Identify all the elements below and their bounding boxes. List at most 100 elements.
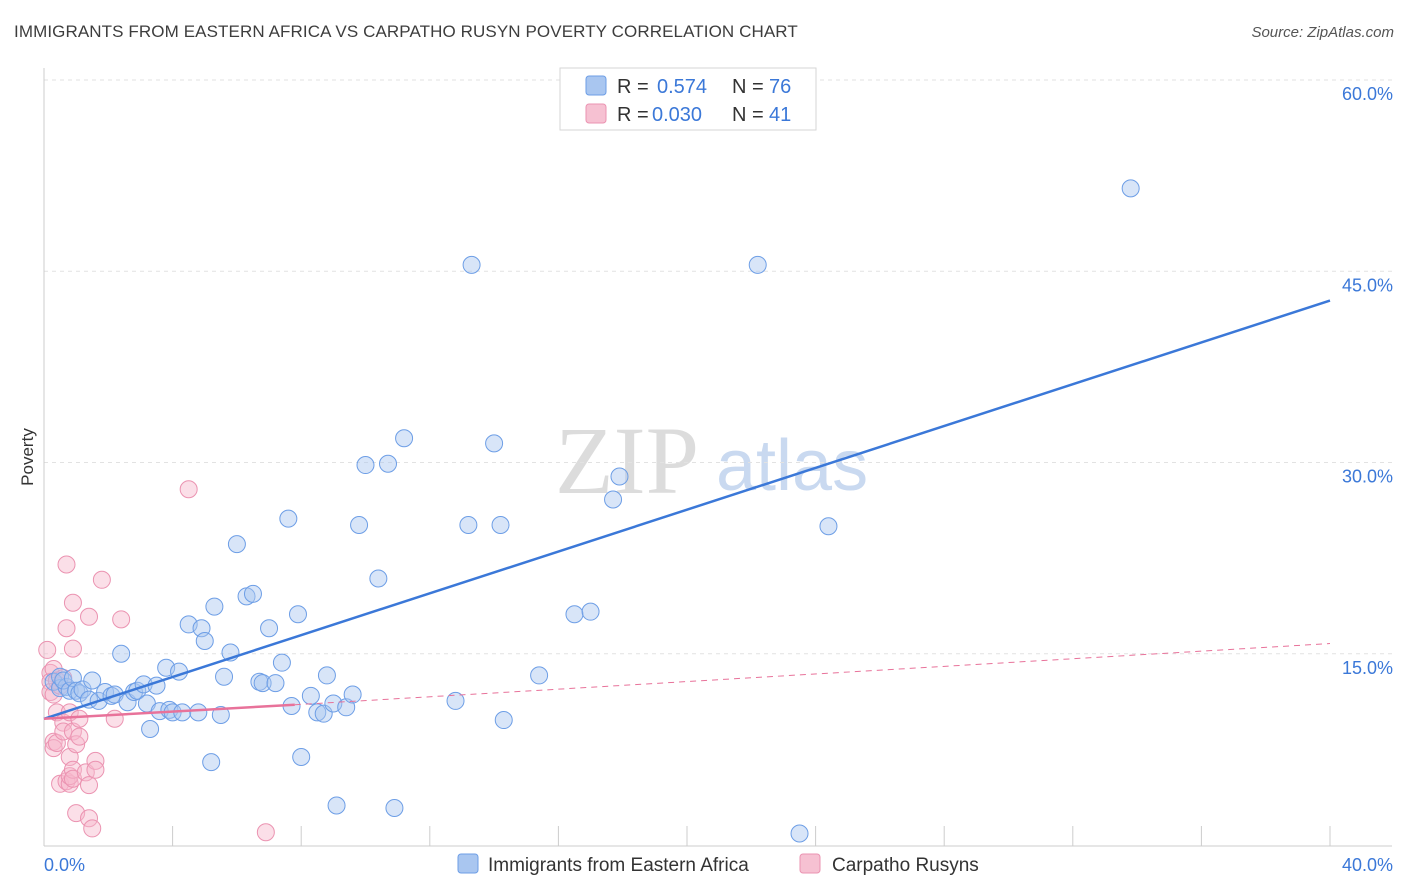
- point-eastern-africa-49: [288, 605, 307, 624]
- point-carpatho-rusyns-0: [38, 640, 57, 659]
- trend-lines: [43, 299, 1331, 721]
- point-eastern-africa-63: [385, 799, 404, 818]
- point-eastern-africa-60: [356, 456, 375, 475]
- y-axis-title: Poverty: [18, 428, 37, 486]
- point-carpatho-rusyns-43: [256, 823, 275, 842]
- bottom-legend-swatch-blue: [457, 853, 479, 874]
- point-eastern-africa-54: [317, 666, 336, 685]
- legend-top: R = 0.574 N = 76 R = 0.030 N = 41: [559, 67, 817, 131]
- point-eastern-africa-70: [494, 711, 513, 730]
- y-tick-label-0: 15.0%: [1342, 658, 1393, 678]
- point-eastern-africa-65: [446, 691, 465, 710]
- point-carpatho-rusyns-33: [80, 607, 99, 626]
- tick-labels: 15.0% 30.0% 45.0% 60.0% 0.0% 40.0%: [44, 84, 1393, 875]
- point-eastern-africa-71: [530, 666, 549, 685]
- point-eastern-africa-45: [266, 674, 285, 693]
- bottom-legend-label-blue: Immigrants from Eastern Africa: [488, 855, 749, 876]
- point-eastern-africa-66: [459, 515, 478, 534]
- legend-swatch-blue: [585, 75, 607, 96]
- axes: [43, 68, 1392, 847]
- point-carpatho-rusyns-38: [86, 760, 105, 779]
- point-eastern-africa-43: [253, 674, 272, 693]
- point-carpatho-rusyns-39: [92, 570, 111, 589]
- point-eastern-africa-44: [260, 619, 279, 638]
- point-carpatho-rusyns-10: [47, 734, 66, 752]
- point-eastern-africa-16: [112, 644, 131, 663]
- series-carpatho-rusyns: [38, 480, 275, 842]
- y-tick-label-3: 60.0%: [1342, 84, 1393, 104]
- point-eastern-africa-11: [83, 671, 102, 690]
- legend-r-label-blue: R =: [617, 76, 649, 98]
- legend-r-value-blue: 0.574: [657, 76, 707, 98]
- point-carpatho-rusyns-19: [60, 774, 79, 793]
- x-tick-label-0: 0.0%: [44, 855, 85, 875]
- point-carpatho-rusyns-40: [105, 709, 124, 728]
- point-eastern-africa-37: [215, 667, 234, 686]
- point-eastern-africa-68: [485, 434, 504, 453]
- point-carpatho-rusyns-30: [70, 727, 89, 746]
- point-eastern-africa-31: [189, 703, 208, 722]
- point-carpatho-rusyns-27: [63, 593, 82, 612]
- point-carpatho-rusyns-36: [83, 819, 102, 838]
- point-eastern-africa-58: [343, 685, 362, 704]
- chart-title: IMMIGRANTS FROM EASTERN AFRICA VS CARPAT…: [14, 22, 798, 41]
- point-eastern-africa-64: [395, 429, 414, 448]
- legend-n-value-pink: 41: [769, 104, 791, 126]
- point-eastern-africa-33: [195, 632, 214, 650]
- legend-r-label-pink: R =: [617, 104, 649, 126]
- point-eastern-africa-67: [462, 255, 481, 274]
- y-tick-label-1: 30.0%: [1342, 467, 1393, 487]
- point-carpatho-rusyns-6: [44, 739, 63, 758]
- point-carpatho-rusyns-34: [80, 776, 99, 795]
- point-eastern-africa-56: [327, 796, 346, 815]
- point-eastern-africa-36: [211, 705, 230, 724]
- point-eastern-africa-41: [243, 584, 262, 603]
- legend-r-value-pink: 0.030: [652, 104, 702, 126]
- source-label: Source: ZipAtlas.com: [1251, 24, 1394, 41]
- trend-line-carpatho-rusyns-extension: [294, 643, 1331, 706]
- trend-line-eastern-africa: [43, 299, 1331, 720]
- point-eastern-africa-76: [748, 255, 767, 274]
- point-eastern-africa-73: [581, 602, 600, 621]
- point-carpatho-rusyns-41: [112, 610, 131, 629]
- legend-n-label-pink: N =: [732, 104, 764, 126]
- point-eastern-africa-75: [610, 467, 629, 486]
- point-eastern-africa-61: [369, 569, 388, 588]
- point-eastern-africa-46: [272, 653, 291, 672]
- point-eastern-africa-78: [819, 517, 838, 536]
- y-tick-label-2: 45.0%: [1342, 275, 1393, 295]
- point-eastern-africa-34: [202, 753, 221, 772]
- point-eastern-africa-47: [279, 509, 298, 528]
- legend-swatch-pink: [585, 103, 607, 124]
- point-carpatho-rusyns-18: [57, 555, 76, 574]
- point-carpatho-rusyns-35: [80, 809, 99, 828]
- watermark-zip: ZIP: [555, 407, 699, 514]
- point-eastern-africa-17: [118, 693, 137, 712]
- point-carpatho-rusyns-31: [70, 709, 89, 728]
- legend-bottom: Immigrants from Eastern Africa Carpatho …: [457, 853, 979, 876]
- point-eastern-africa-74: [604, 490, 623, 509]
- point-eastern-africa-79: [1121, 179, 1140, 198]
- point-eastern-africa-7: [67, 681, 86, 700]
- legend-n-value-blue: 76: [769, 76, 791, 98]
- point-eastern-africa-62: [379, 454, 398, 473]
- x-tick-label-1: 40.0%: [1342, 855, 1393, 875]
- point-carpatho-rusyns-42: [179, 480, 198, 499]
- point-eastern-africa-72: [565, 605, 584, 624]
- point-eastern-africa-35: [205, 597, 224, 616]
- point-eastern-africa-77: [790, 824, 809, 843]
- gridlines: [44, 79, 1392, 655]
- point-carpatho-rusyns-16: [57, 619, 76, 638]
- point-eastern-africa-22: [141, 719, 160, 738]
- trend-line-carpatho-rusyns: [43, 703, 295, 721]
- legend-n-label-blue: N =: [732, 76, 764, 98]
- point-eastern-africa-69: [491, 515, 510, 534]
- point-carpatho-rusyns-3: [41, 683, 60, 701]
- bottom-legend-label-pink: Carpatho Rusyns: [832, 855, 979, 876]
- bottom-legend-swatch-pink: [799, 853, 821, 874]
- point-carpatho-rusyns-24: [63, 639, 82, 658]
- point-eastern-africa-50: [292, 748, 311, 767]
- point-eastern-africa-59: [350, 515, 369, 534]
- point-eastern-africa-51: [301, 686, 320, 705]
